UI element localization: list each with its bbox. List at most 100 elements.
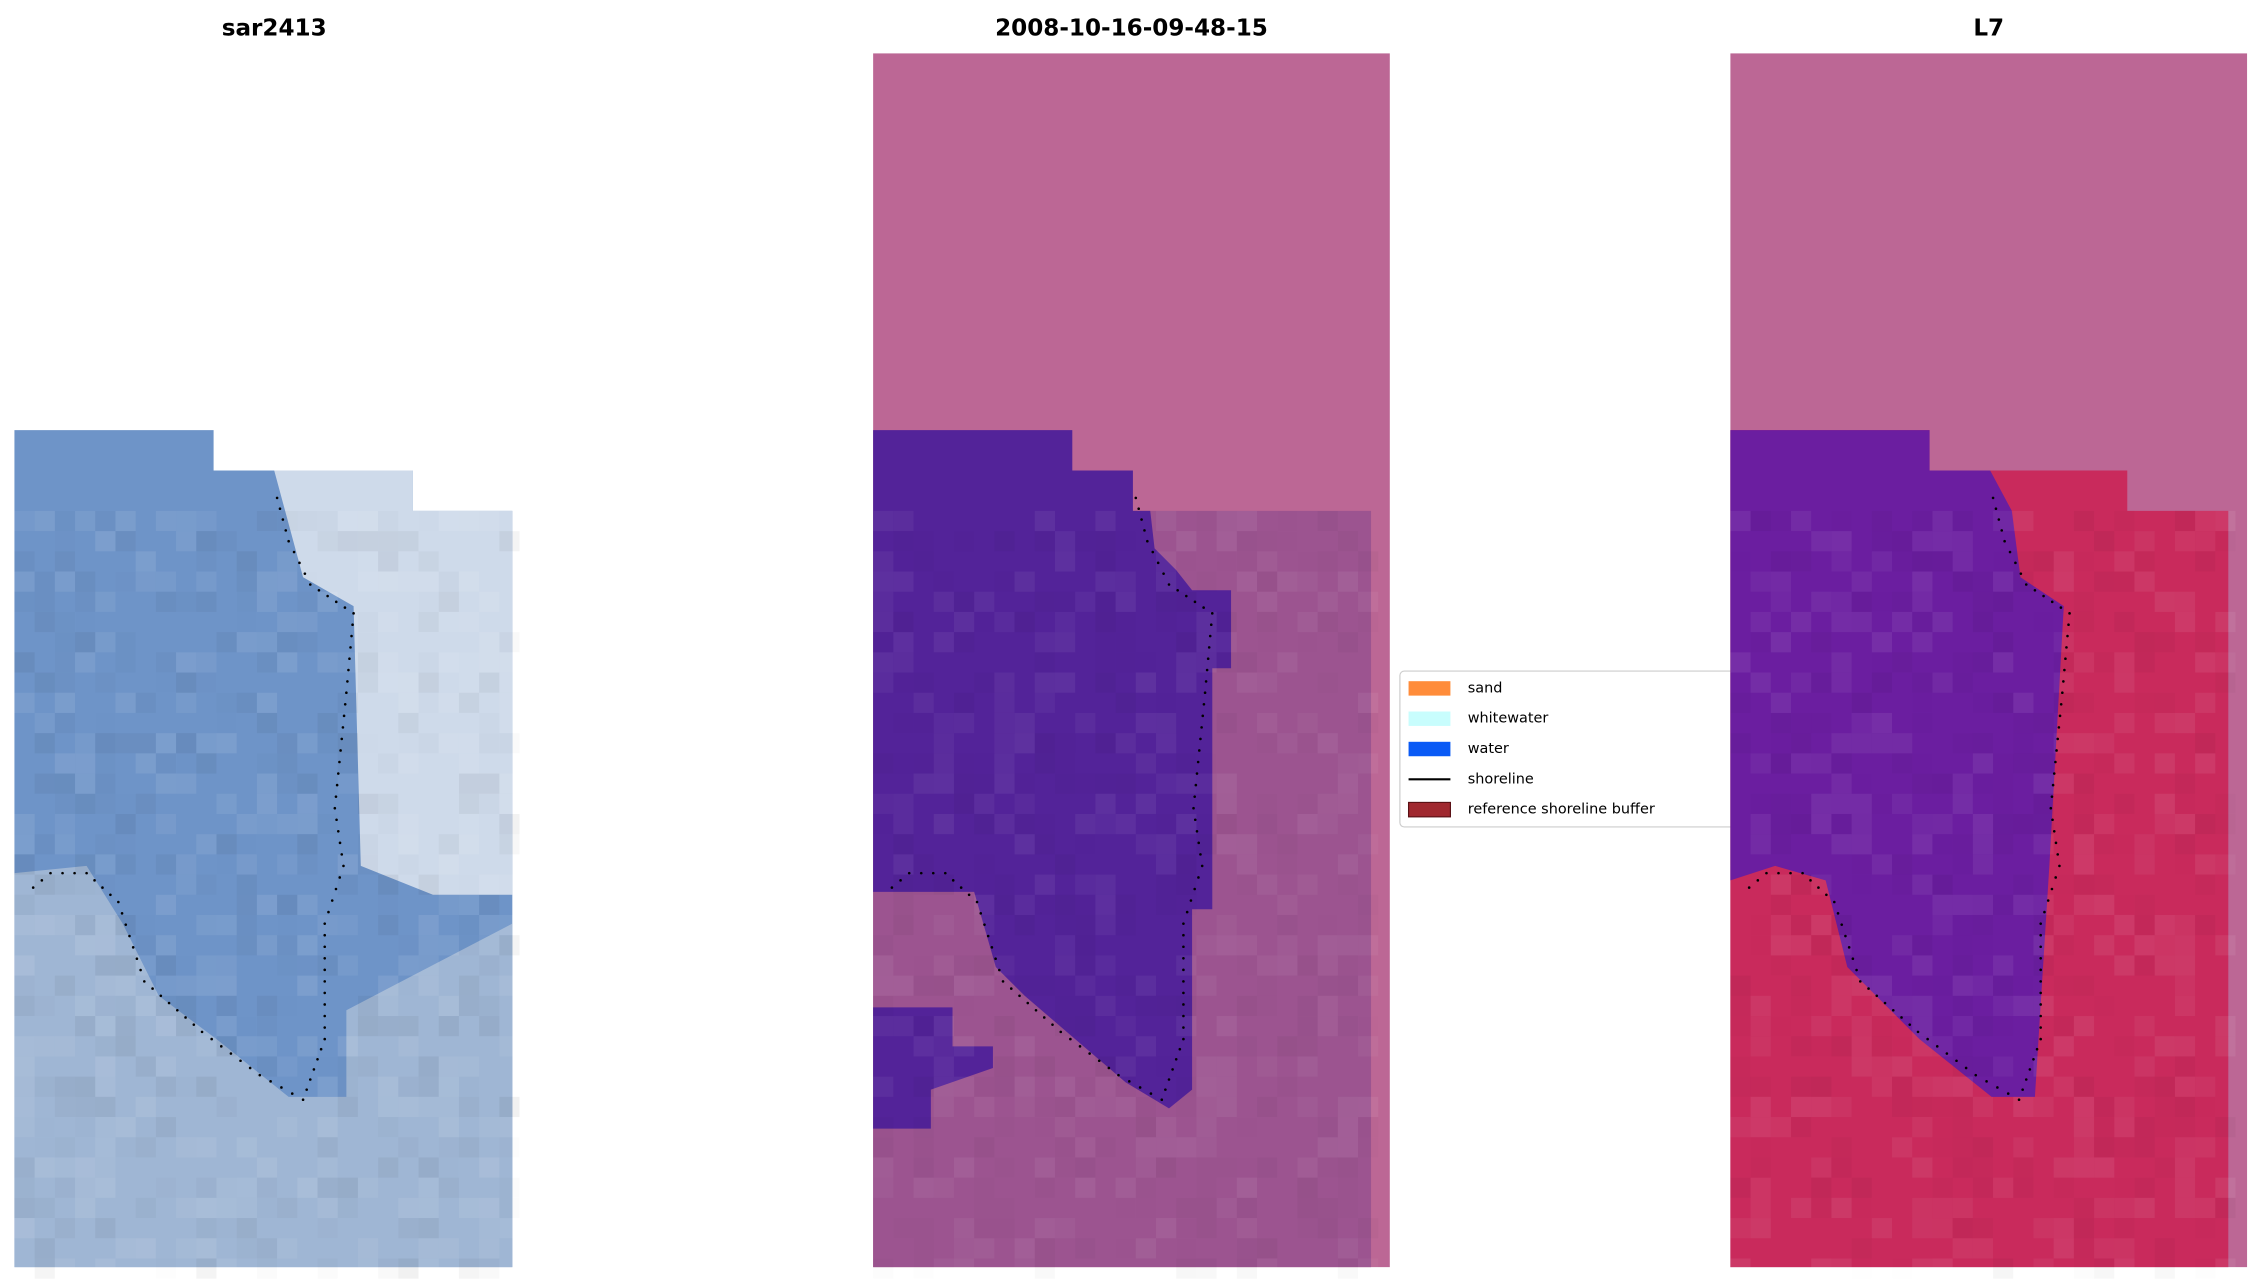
pixel (438, 692, 459, 713)
pixel (237, 1238, 257, 1258)
pixel (1176, 652, 1197, 673)
pixel (1750, 1096, 1771, 1118)
pixel (1972, 1096, 1994, 1118)
pixel (1973, 774, 1993, 794)
pixel (1075, 996, 1095, 1016)
pixel (1770, 1117, 1792, 1138)
pixel (934, 976, 954, 996)
pixel (1257, 591, 1278, 612)
pixel (1358, 834, 1378, 854)
pixel (1277, 571, 1298, 592)
pixel (1075, 1096, 1096, 1118)
pixel (2094, 894, 2115, 915)
pixel (1277, 894, 1298, 915)
shoreline-dot (1059, 1030, 1063, 1034)
pixel (1750, 1218, 1771, 1239)
pixel (2053, 632, 2074, 653)
pixel (155, 773, 177, 794)
pixel (1156, 571, 1177, 592)
pixel (398, 1218, 418, 1238)
pixel (318, 1056, 338, 1076)
shoreline-dot (1935, 1045, 1939, 1048)
pixel (1831, 1036, 1851, 1056)
pixel (418, 1096, 439, 1118)
pixel (54, 692, 76, 713)
pixel (1872, 592, 1892, 612)
pixel (933, 955, 954, 976)
pixel (2215, 673, 2235, 693)
pixel (914, 713, 934, 733)
pixel (1176, 996, 1196, 1016)
pixel (256, 632, 278, 653)
pixel (1196, 1178, 1216, 1198)
pixel (873, 794, 893, 814)
pixel (2174, 591, 2196, 612)
pixel (378, 1076, 399, 1097)
pixel (1035, 1238, 1055, 1258)
pixel (2154, 591, 2175, 612)
pixel (1237, 1157, 1257, 1177)
pixel (1831, 995, 1852, 1017)
pixel (873, 1076, 894, 1097)
pixel (1015, 814, 1035, 834)
pixel (95, 1258, 116, 1279)
pixel (1014, 1238, 1035, 1259)
shoreline-dot (338, 760, 341, 764)
pixel (1035, 531, 1055, 551)
pixel (1993, 753, 2013, 773)
pixel (378, 1016, 399, 1037)
pixel (256, 813, 278, 835)
shoreline-dot (1974, 1073, 1978, 1077)
pixel (418, 955, 439, 976)
pixel (75, 1117, 95, 1137)
pixel (54, 1036, 76, 1057)
shoreline-dot (2043, 910, 2046, 914)
shoreline-dot (1138, 1086, 1142, 1089)
pixel (1055, 1097, 1075, 1117)
pixel (1135, 975, 1157, 996)
pixel (2033, 551, 2054, 572)
pixel (1035, 592, 1055, 612)
pixel (1014, 894, 1035, 915)
shoreline-dot (1817, 886, 1820, 889)
pixel (1318, 673, 1338, 693)
pixel (1338, 1178, 1358, 1198)
pixel (1892, 531, 1912, 551)
pixel (2033, 1056, 2054, 1077)
pixel (55, 1178, 75, 1198)
pixel (136, 935, 156, 955)
pixel (1831, 834, 1852, 855)
pixel (2154, 955, 2175, 976)
pixel (237, 834, 257, 854)
pixel (954, 632, 974, 652)
pixel (2053, 1076, 2074, 1097)
pixel (1196, 572, 1216, 592)
pixel (994, 1238, 1014, 1258)
shoreline-dot (2065, 646, 2068, 649)
pixel (1912, 713, 1932, 733)
pixel (1277, 1036, 1297, 1056)
pixel (1237, 1117, 1257, 1137)
pixel (458, 975, 480, 996)
pixel (14, 854, 35, 875)
pixel (2215, 1117, 2235, 1137)
shoreline-dot (1160, 1098, 1164, 1102)
pixel (499, 1096, 520, 1118)
pixel (1135, 672, 1157, 693)
pixel (115, 652, 135, 672)
pixel (1095, 632, 1115, 652)
pixel (398, 1077, 418, 1097)
shoreline-dot (2051, 818, 2054, 822)
legend-label: water (1468, 741, 1509, 757)
shoreline-dot (2052, 772, 2056, 775)
pixel (156, 854, 176, 874)
pixel (2073, 854, 2095, 875)
shoreline-dot (1199, 853, 1202, 856)
pixel (35, 834, 55, 854)
pixel (479, 1258, 499, 1278)
shoreline-dot (2059, 606, 2063, 609)
shoreline-dot (2050, 600, 2054, 604)
shoreline-dot (184, 1016, 187, 1019)
pixel (2114, 1197, 2135, 1219)
shoreline-dot (1182, 991, 1185, 995)
